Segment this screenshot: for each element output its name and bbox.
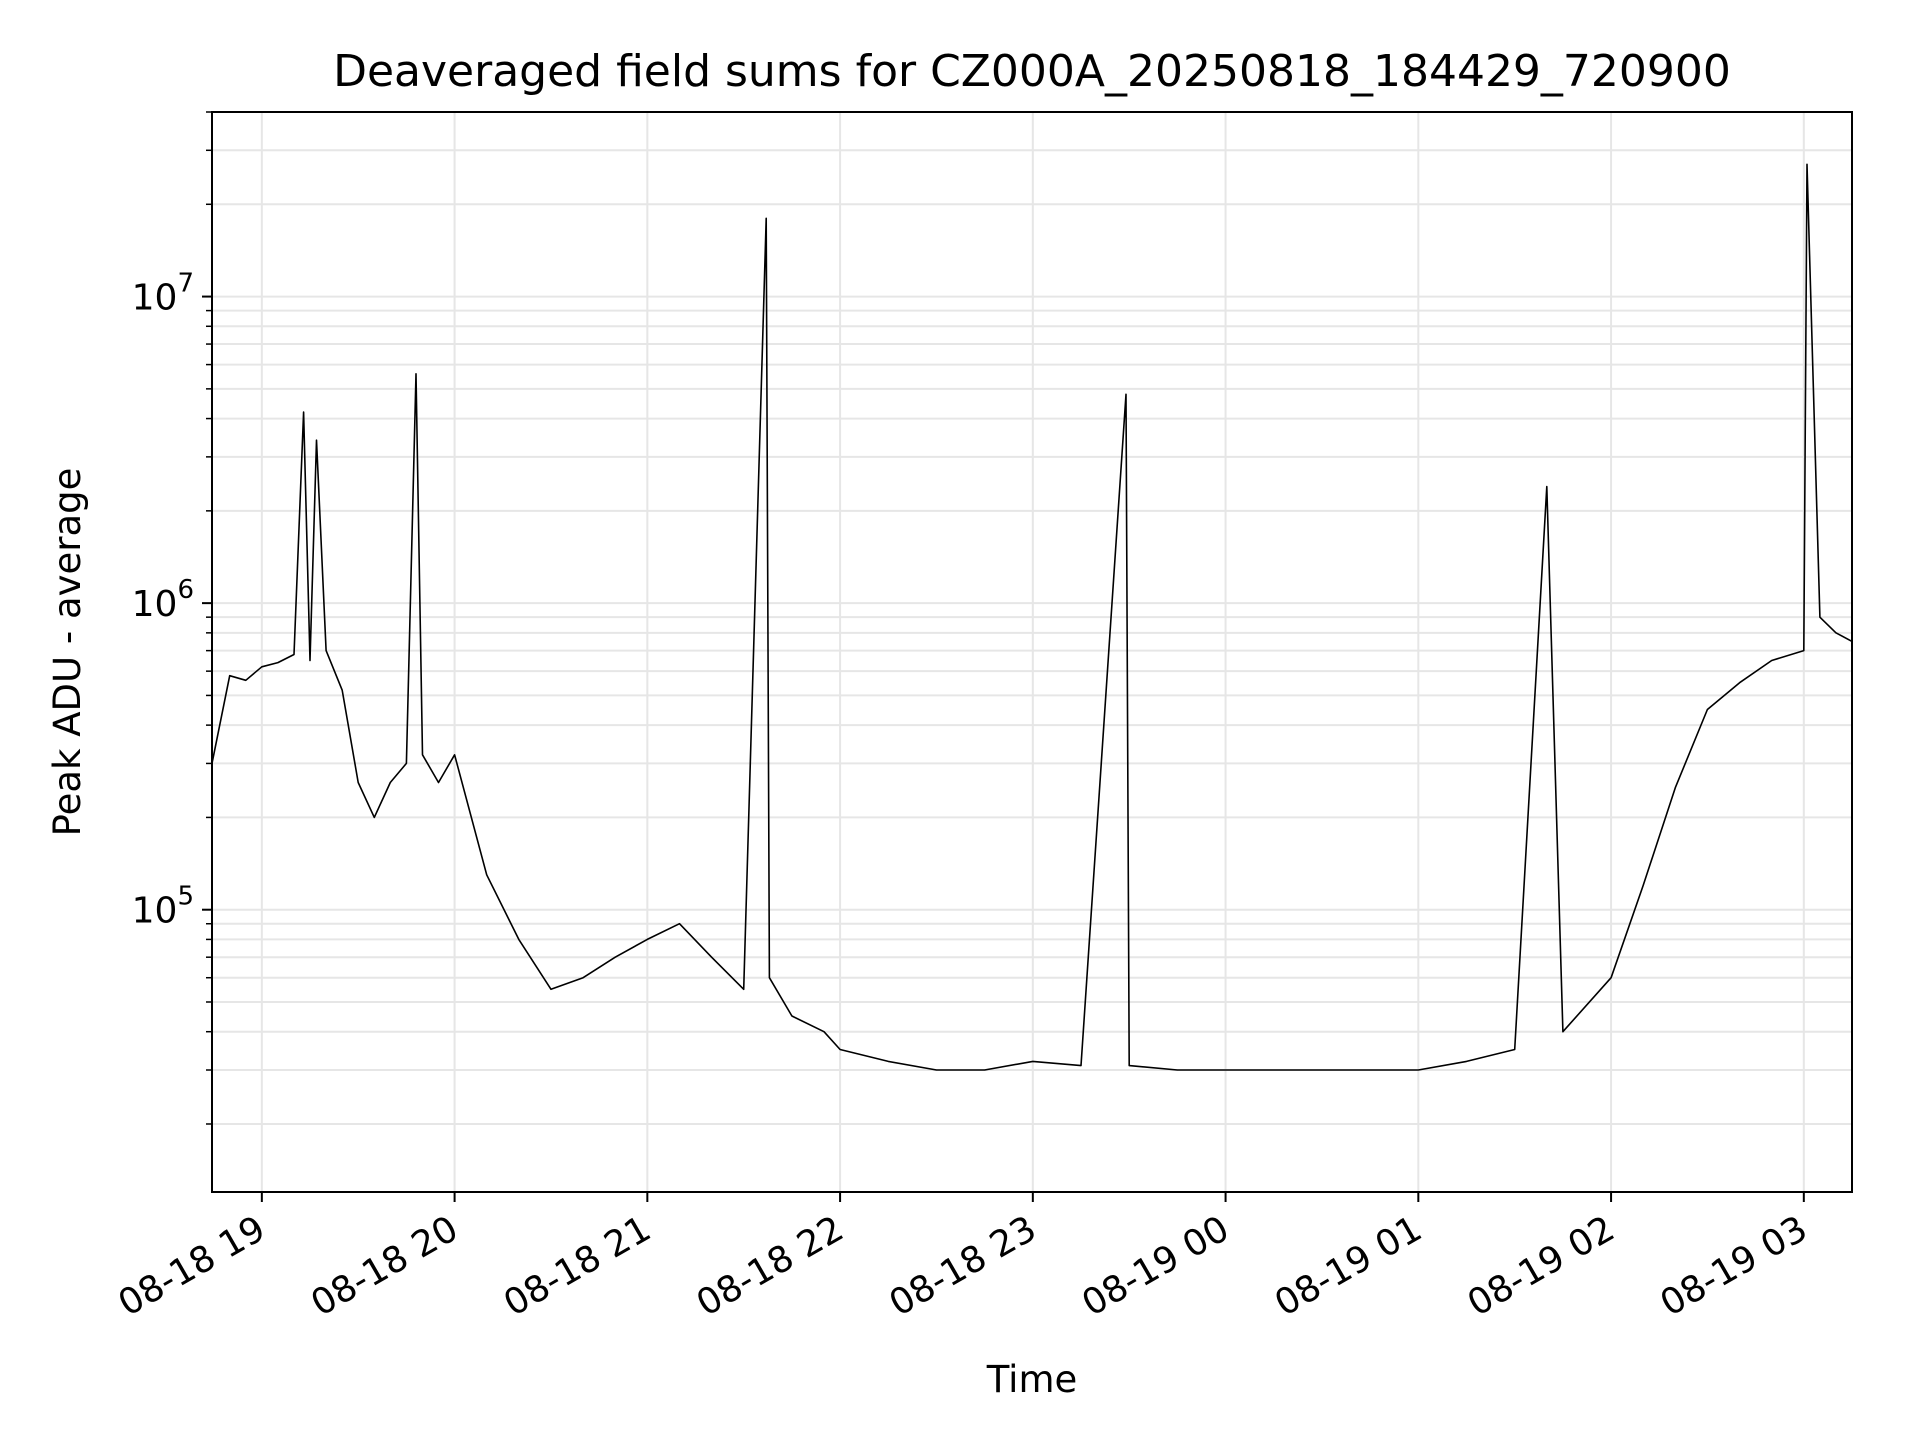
y-tick-label: 106	[132, 575, 194, 625]
chart-title: Deaveraged field sums for CZ000A_2025081…	[333, 46, 1731, 97]
y-tick-label: 107	[132, 269, 194, 319]
series-line	[211, 163, 1853, 1071]
grid-layer	[212, 111, 1852, 1192]
y-axis-label: Peak ADU - average	[46, 468, 89, 837]
y-tick-label: 105	[132, 882, 194, 932]
x-axis-label: Time	[986, 1358, 1078, 1401]
series-layer	[211, 163, 1853, 1071]
